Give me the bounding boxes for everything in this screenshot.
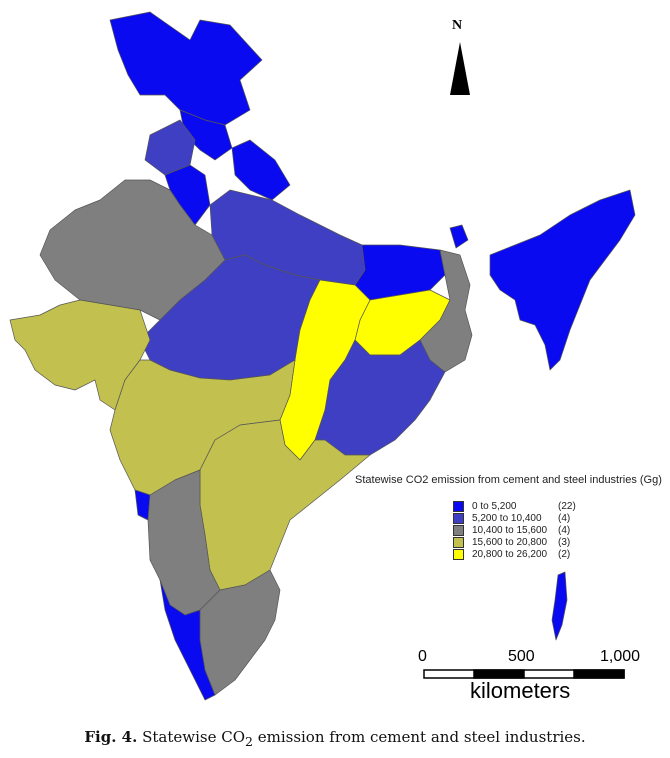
region-andaman-islands: [551, 571, 568, 641]
scale-unit: kilometers: [470, 678, 571, 703]
legend-range: 0 to 5,200: [472, 500, 517, 512]
legend-swatch: [453, 524, 464, 536]
legend-count: (4): [558, 512, 571, 524]
legend-count: (22): [558, 500, 576, 512]
legend-item: 5,200 to 10,400 (4): [453, 512, 662, 524]
scale-tick-1000: 1,000: [600, 648, 641, 665]
caption-text-after: emission from cement and steel industrie…: [252, 728, 586, 746]
legend-swatch: [453, 536, 464, 548]
india-map: [9, 11, 636, 701]
legend-count: (3): [558, 536, 571, 548]
legend-range: 10,400 to 15,600: [472, 524, 548, 536]
legend-title: Statewise CO2 emission from cement and s…: [355, 474, 662, 486]
legend-item: 15,600 to 20,800 (3): [453, 536, 662, 548]
scale-tick-500: 500: [508, 648, 535, 665]
region-jammu-kashmir: [109, 11, 263, 126]
legend-swatch: [453, 500, 464, 512]
map-legend: Statewise CO2 emission from cement and s…: [355, 474, 662, 560]
figure-caption: Fig. 4. Statewise CO2 emission from ceme…: [0, 728, 670, 749]
legend-count: (4): [558, 524, 571, 536]
region-northeast: [489, 189, 636, 371]
legend-range: 5,200 to 10,400: [472, 512, 542, 524]
legend-item: 10,400 to 15,600 (4): [453, 524, 662, 536]
caption-subscript: 2: [245, 734, 253, 749]
region-goa: [134, 489, 151, 521]
region-sikkim: [449, 224, 469, 249]
north-arrow-icon: [450, 42, 470, 95]
legend-range: 15,600 to 20,800: [472, 536, 548, 548]
caption-label: Fig. 4.: [84, 728, 138, 746]
legend-swatch: [453, 512, 464, 524]
region-uttarakhand: [231, 139, 291, 201]
region-kerala: [159, 579, 216, 701]
caption-text-before: Statewise CO: [142, 728, 245, 746]
legend-item: 20,800 to 26,200 (2): [453, 548, 662, 560]
legend-count: (2): [558, 548, 571, 560]
legend-item: 0 to 5,200 (22): [453, 500, 662, 512]
north-label: N: [452, 18, 463, 33]
region-odisha: [314, 339, 446, 456]
scale-tick-0: 0: [418, 648, 427, 665]
legend-swatch: [453, 548, 464, 560]
legend-range: 20,800 to 26,200: [472, 548, 548, 560]
scale-bar: [423, 669, 625, 679]
